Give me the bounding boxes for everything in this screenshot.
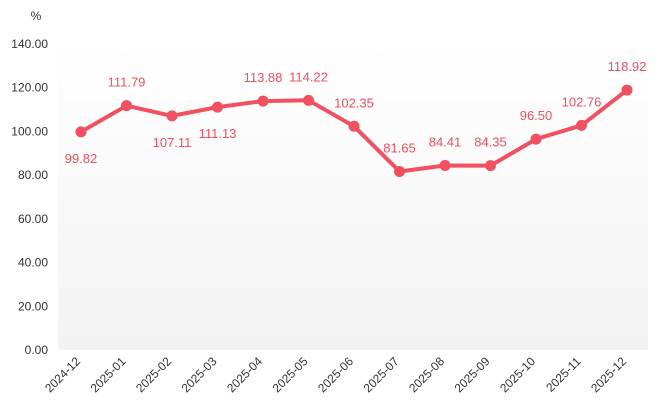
data-label: 81.65 xyxy=(383,141,416,156)
y-tick-label: 120.00 xyxy=(11,81,48,95)
y-tick-label: 140.00 xyxy=(11,37,48,51)
x-axis-ticks: 2024-12 2025-01 2025-02 2025-03 2025-04 2025-… xyxy=(42,354,629,395)
data-labels: 99.82 111.79 107.11 111.13 113.88 114.22 102.3… xyxy=(65,59,647,166)
x-tick-label: 2025-07 xyxy=(361,354,402,395)
x-tick-label: 2025-08 xyxy=(406,354,447,395)
plot-background xyxy=(58,44,648,350)
data-point[interactable] xyxy=(166,110,178,122)
y-tick-label: 20.00 xyxy=(18,299,48,313)
y-tick-label: 60.00 xyxy=(18,212,48,226)
data-label: 118.92 xyxy=(608,59,647,74)
x-tick-label: 2025-01 xyxy=(88,354,129,395)
data-point[interactable] xyxy=(212,101,223,113)
data-point[interactable] xyxy=(257,95,269,107)
x-tick-label: 2025-09 xyxy=(452,354,493,395)
data-point[interactable] xyxy=(485,160,496,172)
data-point[interactable] xyxy=(439,160,451,172)
data-label: 114.22 xyxy=(289,69,328,84)
data-point[interactable] xyxy=(576,119,587,131)
y-axis-unit-label: % xyxy=(31,9,42,23)
data-label: 99.82 xyxy=(65,151,98,166)
y-tick-label: 0.00 xyxy=(25,343,49,357)
data-points xyxy=(75,84,633,178)
data-label: 84.41 xyxy=(429,135,462,150)
data-point[interactable] xyxy=(303,94,314,106)
data-point[interactable] xyxy=(530,133,542,145)
y-tick-label: 100.00 xyxy=(11,124,48,138)
data-label: 113.88 xyxy=(244,70,283,85)
x-tick-label: 2025-06 xyxy=(315,354,356,395)
x-tick-label: 2024-12 xyxy=(42,354,83,395)
x-tick-label: 2025-02 xyxy=(133,354,174,395)
y-tick-label: 80.00 xyxy=(18,168,48,182)
x-tick-label: 2025-04 xyxy=(224,354,265,395)
data-label: 84.35 xyxy=(474,135,507,150)
y-axis-ticks: 0.00 20.00 40.00 60.00 80.00 100.00 120.00 140.… xyxy=(11,37,48,357)
data-point[interactable] xyxy=(348,120,360,132)
data-label: 102.35 xyxy=(334,95,374,110)
x-tick-label: 2025-10 xyxy=(497,354,538,395)
data-label: 111.79 xyxy=(108,75,146,90)
y-tick-label: 40.00 xyxy=(18,256,48,270)
data-point[interactable] xyxy=(121,100,132,112)
data-label: 111.13 xyxy=(199,126,237,141)
data-point[interactable] xyxy=(394,166,405,178)
x-tick-label: 2025-12 xyxy=(588,354,629,395)
data-point[interactable] xyxy=(75,126,87,138)
x-tick-label: 2025-03 xyxy=(179,354,220,395)
x-tick-label: 2025-05 xyxy=(270,354,311,395)
data-point[interactable] xyxy=(621,84,633,96)
x-tick-label: 2025-11 xyxy=(543,354,584,395)
data-label: 107.11 xyxy=(153,135,192,150)
data-label: 96.50 xyxy=(520,108,553,123)
data-label: 102.76 xyxy=(562,94,602,109)
